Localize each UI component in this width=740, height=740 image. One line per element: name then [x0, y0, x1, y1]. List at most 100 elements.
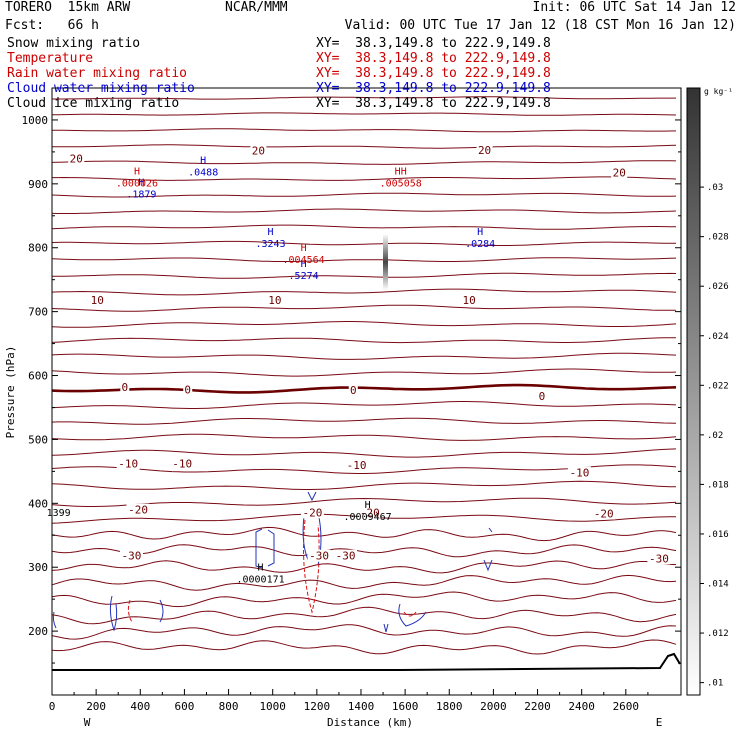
- x-tick-label: 2600: [613, 700, 640, 713]
- y-tick-label: 300: [28, 561, 48, 574]
- x-tick-label: 0: [49, 700, 56, 713]
- y-tick-label: 200: [28, 625, 48, 638]
- isotherm: [51, 433, 677, 441]
- isotherm: [51, 526, 677, 542]
- isotherm: [51, 639, 677, 655]
- isotherm-label: 20: [478, 144, 491, 157]
- moisture-contour: [255, 528, 263, 569]
- y-tick-label: 800: [28, 242, 48, 255]
- isotherm: [51, 321, 677, 328]
- field-name: Cloud water mixing ratio: [7, 81, 195, 96]
- isotherm: [51, 383, 677, 394]
- isotherm: [51, 192, 677, 198]
- isotherm-label: -20: [360, 506, 380, 519]
- extremum-value: .3243: [255, 239, 285, 250]
- colorbar-tick-label: .014: [707, 580, 729, 590]
- x-tick-label: 2400: [568, 700, 595, 713]
- isotherm-label: -10: [172, 458, 192, 471]
- isotherm-label-bg: [567, 466, 591, 479]
- isotherm-label: 10: [268, 294, 281, 307]
- moisture-contour: [109, 595, 118, 632]
- extrema-labels: H.0000171H.00094671399H.5274H.004564H.32…: [47, 156, 496, 586]
- isotherm-label: -20: [594, 508, 614, 521]
- isotherm-label-bg: [89, 294, 106, 307]
- x-tick-label: 1600: [392, 700, 419, 713]
- isotherm: [51, 288, 677, 296]
- field-section-coords: XY= 38.3,149.8 to 222.9,149.8: [316, 36, 551, 51]
- isotherm-label-bg: [358, 506, 382, 519]
- x-tick-label: 2000: [480, 700, 507, 713]
- isotherm-label: -20: [302, 506, 322, 519]
- colorbar-gradient: [686, 87, 701, 696]
- field-name: Rain water mixing ratio: [7, 66, 188, 81]
- isotherm-label-bg: [611, 166, 628, 179]
- isotherm-label-bg: [592, 507, 616, 520]
- x-tick-label: 2200: [524, 700, 551, 713]
- colorbar-tick-label: .03: [707, 183, 723, 193]
- extremum-value: .0488: [188, 168, 218, 179]
- isotherm-label: 20: [252, 145, 265, 158]
- extremum-value: .000026: [116, 178, 158, 189]
- isotherm-label: 10: [463, 294, 476, 307]
- extremum-marker: H: [138, 177, 144, 188]
- isotherm-label-bg: [266, 294, 283, 307]
- colorbar-tick-label: .01: [707, 679, 723, 689]
- extremum-marker: HH: [395, 166, 407, 177]
- colorbar-units: g kg⁻¹: [704, 87, 733, 96]
- isotherm-label-bg: [647, 552, 671, 565]
- x-tick-label: 400: [130, 700, 150, 713]
- field-section-coords: XY= 38.3,149.8 to 222.9,149.8: [316, 51, 551, 66]
- x-tick-label: 1000: [259, 700, 286, 713]
- moisture-contour: [52, 611, 57, 629]
- isotherm-label: -20: [128, 504, 148, 517]
- moisture-contour: [127, 599, 133, 623]
- y-tick-label: 600: [28, 370, 48, 383]
- field-name: Temperature: [7, 51, 94, 66]
- colorbar-tick-label: .028: [707, 233, 729, 243]
- plot-frame: [51, 87, 682, 696]
- isotherm-label: -10: [347, 459, 367, 472]
- isotherm: [51, 497, 677, 507]
- x-tick-label: 600: [174, 700, 194, 713]
- colorbar-ticks: .03 .028 .026 .024 .022 .02 .018 .016 .014 .012 .0…: [700, 183, 729, 689]
- isotherm-label: 0: [184, 384, 191, 397]
- isotherm: [51, 560, 677, 574]
- isotherm: [51, 352, 677, 360]
- isotherm: [52, 96, 676, 100]
- x-axis-label: Distance (km): [327, 716, 413, 729]
- x-tick-label: 200: [86, 700, 106, 713]
- isotherm-label-bg: [120, 381, 130, 394]
- colorbar-tick-label: .026: [707, 282, 729, 292]
- isotherm: [52, 144, 677, 149]
- isotherm-label-bg: [183, 383, 193, 396]
- extremum-value: .004564: [283, 255, 325, 266]
- isotherm-label-bg: [307, 549, 331, 562]
- isotherm-label: -10: [570, 467, 590, 480]
- extremum-value: .005058: [380, 178, 422, 189]
- isotherm-label-bg: [250, 144, 267, 157]
- field-name: Cloud ice mixing ratio: [7, 96, 180, 111]
- isotherm: [52, 128, 677, 133]
- org-label: NCAR/MMM: [225, 0, 288, 15]
- extremum-value: .5274: [289, 271, 319, 282]
- x-tick-label: 1200: [304, 700, 331, 713]
- isotherm-label: -30: [649, 552, 669, 565]
- x-tick-label: 800: [219, 700, 239, 713]
- field-name: Snow mixing ratio: [7, 36, 141, 51]
- extremum-marker: H: [258, 563, 264, 574]
- isotherm-label: 0: [350, 384, 357, 397]
- extremum-marker: H: [267, 227, 273, 238]
- extremum-value: .1879: [126, 189, 156, 200]
- isotherm-label: -30: [336, 550, 356, 563]
- isotherm: [51, 417, 677, 425]
- colorbar-tick-label: .024: [707, 332, 729, 342]
- isotherm: [51, 224, 677, 230]
- isotherm: [51, 304, 676, 312]
- west-label: W: [84, 716, 91, 729]
- model-title: TORERO 15km ARW: [5, 0, 131, 15]
- colorbar: .03 .028 .026 .024 .022 .02 .018 .016 .014 .012 .0…: [686, 87, 733, 696]
- x-tick-label: 1400: [348, 700, 375, 713]
- moisture-contour: [398, 603, 427, 627]
